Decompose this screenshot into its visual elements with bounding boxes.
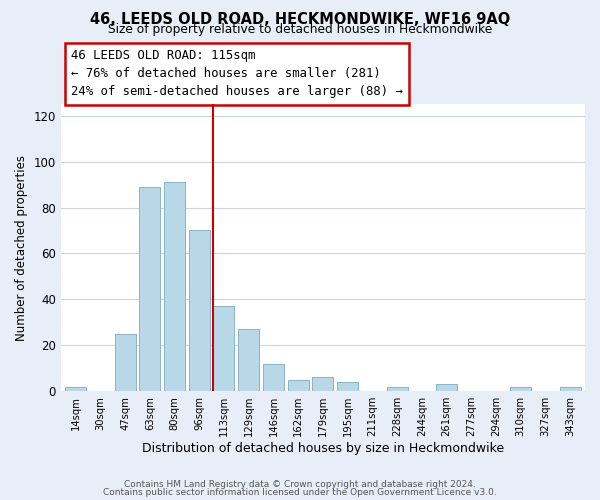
Bar — [287, 380, 308, 391]
Bar — [238, 329, 259, 391]
Text: Size of property relative to detached houses in Heckmondwike: Size of property relative to detached ho… — [108, 22, 492, 36]
Bar — [510, 386, 531, 391]
Text: 46 LEEDS OLD ROAD: 115sqm
← 76% of detached houses are smaller (281)
24% of semi: 46 LEEDS OLD ROAD: 115sqm ← 76% of detac… — [71, 50, 403, 98]
Text: 46, LEEDS OLD ROAD, HECKMONDWIKE, WF16 9AQ: 46, LEEDS OLD ROAD, HECKMONDWIKE, WF16 9… — [90, 12, 510, 28]
Bar — [263, 364, 284, 391]
Bar — [313, 378, 334, 391]
Bar — [214, 306, 235, 391]
Bar — [560, 386, 581, 391]
Text: Contains HM Land Registry data © Crown copyright and database right 2024.: Contains HM Land Registry data © Crown c… — [124, 480, 476, 489]
Bar — [386, 386, 407, 391]
Bar — [65, 386, 86, 391]
Bar — [436, 384, 457, 391]
X-axis label: Distribution of detached houses by size in Heckmondwike: Distribution of detached houses by size … — [142, 442, 504, 455]
Text: Contains public sector information licensed under the Open Government Licence v3: Contains public sector information licen… — [103, 488, 497, 497]
Bar — [189, 230, 210, 391]
Bar — [139, 187, 160, 391]
Y-axis label: Number of detached properties: Number of detached properties — [15, 154, 28, 340]
Bar — [115, 334, 136, 391]
Bar — [337, 382, 358, 391]
Bar — [164, 182, 185, 391]
